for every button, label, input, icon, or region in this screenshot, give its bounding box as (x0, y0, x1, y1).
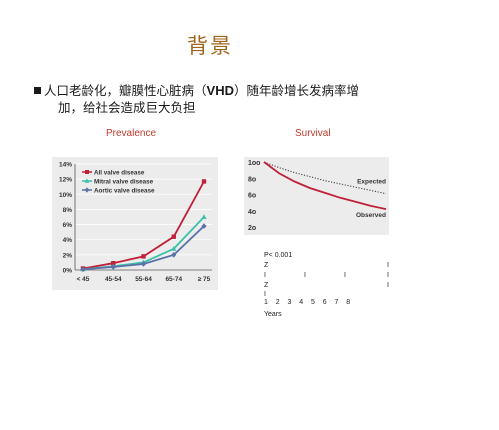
survival-x-tick: 8 (346, 299, 351, 306)
data-point (171, 246, 177, 251)
paren-close: ） (233, 83, 247, 98)
series-label: Expected (357, 179, 386, 186)
fragment-tick-mark: I (387, 262, 389, 269)
survival-x-tick: 1 (264, 299, 269, 306)
legend-marker (85, 170, 89, 174)
bullet-line-2: 加，给社会造成巨大负担 (58, 100, 196, 115)
x-tick-label: < 45 (77, 276, 90, 283)
legend-label: Aortic valve disease (94, 188, 155, 195)
survival-label: Survival (295, 128, 331, 139)
survival-x-label: Years (264, 311, 282, 318)
survival-x-tick: 7 (334, 299, 339, 306)
y-tick-label: 4o (248, 209, 256, 216)
fragment-tick-mark: I (264, 272, 266, 279)
y-tick-label: 6% (63, 222, 73, 229)
survival-x-tick: 3 (287, 299, 292, 306)
bullet-text-pre: 人口老龄化，瓣膜性心脏病 (44, 83, 195, 98)
y-tick-label: 6o (248, 193, 256, 200)
x-tick-label: 55-64 (135, 276, 152, 283)
bullet-text-post: 随年龄增长发病率增 (246, 83, 360, 98)
survival-legend-fragment: Z I I I I I Z I I (264, 262, 392, 302)
y-tick-label: 0% (63, 268, 73, 275)
fragment-tick-mark: I (304, 272, 306, 279)
paren-open: （ (194, 83, 207, 98)
data-point (171, 234, 176, 239)
series-line (263, 161, 387, 210)
survival-chart: 2o 4o 6o 8o 1oo Expected Observed (248, 160, 387, 232)
data-point (171, 252, 177, 258)
data-point (201, 179, 207, 184)
series-label: Observed (356, 212, 386, 219)
legend-label: Mitral valve disease (94, 179, 154, 186)
x-tick-label: 45-54 (105, 276, 122, 283)
vhd-acronym: VHD (206, 83, 234, 98)
bullet-point: 人口老龄化，瓣膜性心脏病（VHD）随年龄增长发病率增 加，给社会造成巨大负担 (34, 82, 454, 116)
fragment-z-mark: Z (264, 282, 269, 289)
legend-label: All valve disease (94, 170, 145, 177)
survival-x-ticks: 1 2 3 4 5 6 7 8 (264, 299, 351, 306)
survival-x-tick: 5 (311, 299, 316, 306)
y-tick-label: 4% (63, 237, 73, 244)
y-tick-label: 2% (63, 252, 73, 259)
fragment-z-mark: Z (264, 262, 269, 269)
survival-chart-background (244, 157, 389, 235)
survival-x-tick: 2 (275, 299, 281, 306)
slide-title: 背景 (187, 34, 233, 58)
survival-x-tick: 6 (322, 299, 328, 306)
y-tick-label: 2o (248, 225, 256, 232)
prevalence-label: Prevalence (106, 128, 157, 139)
data-point (201, 214, 207, 219)
y-tick-label: 14% (59, 162, 72, 169)
fragment-tick-mark: I (387, 272, 389, 279)
bullet-line-1: 人口老龄化，瓣膜性心脏病（VHD）随年龄增长发病率增 (34, 82, 454, 99)
bullet-square-icon (34, 87, 41, 94)
fragment-tick-mark: I (387, 282, 389, 289)
x-tick-label: 65-74 (165, 276, 182, 283)
x-tick-label: ≥ 75 (198, 276, 211, 283)
y-tick-label: 10% (59, 192, 72, 199)
legend-marker (84, 187, 90, 193)
y-tick-label: 1oo (248, 160, 260, 167)
legend-marker (84, 178, 90, 183)
y-tick-label: 12% (59, 177, 72, 184)
fragment-tick-mark: I (264, 291, 266, 298)
data-point (111, 260, 116, 266)
fragment-tick-mark: I (344, 272, 346, 279)
survival-x-tick: 4 (299, 299, 304, 306)
prevalence-chart: 0% 2% 4% 6% 8% 10% 12% 14% < 45 45-54 55-64 65-74 ≥ … (59, 162, 212, 283)
y-tick-label: 8% (63, 207, 73, 214)
data-point (141, 254, 146, 259)
y-tick-label: 8o (248, 176, 256, 183)
data-point (140, 261, 147, 267)
p-value: P< 0.001 (264, 252, 293, 259)
